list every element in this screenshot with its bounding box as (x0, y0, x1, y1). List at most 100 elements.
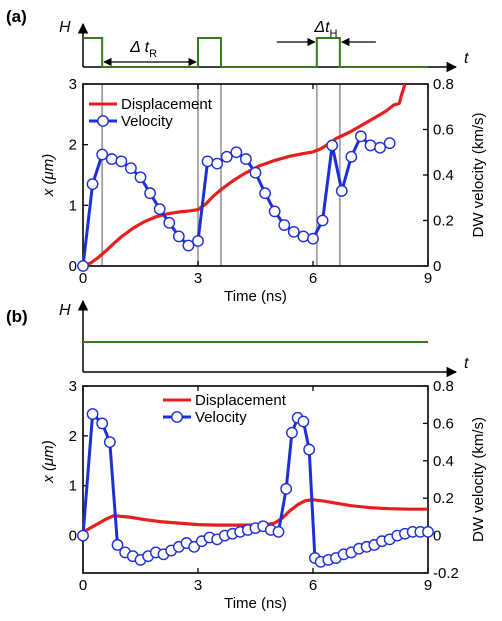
velocity-point (249, 166, 262, 179)
velocity-point (86, 178, 99, 191)
y-left-tick-label: 0 (69, 528, 77, 545)
velocity-point (182, 239, 195, 252)
velocity-point (272, 525, 285, 538)
displacement-line (82, 498, 428, 534)
velocity-point (326, 139, 339, 152)
field-h-symbol: H (59, 302, 71, 319)
velocity-point (278, 219, 291, 231)
velocity-point (422, 525, 434, 538)
y-right-axis-label: DW velocity (km/s) (470, 113, 487, 238)
x-tick-label: 6 (309, 270, 317, 287)
y-right-tick-label: 0.2 (433, 490, 454, 507)
y-left-tick-label: 3 (69, 76, 77, 93)
x-axis-label: Time (ns) (224, 288, 287, 305)
field-h-symbol: H (59, 19, 71, 36)
velocity-point (96, 148, 109, 161)
x-tick-label: 0 (79, 577, 87, 594)
velocity-point (111, 539, 124, 551)
x-tick-label: 3 (194, 270, 202, 287)
velocity-point (297, 415, 310, 428)
velocity-point (383, 137, 396, 150)
y-right-tick-label: 0.6 (433, 415, 454, 432)
panel-label: (b) (6, 307, 28, 326)
velocity-point (230, 146, 243, 159)
y-right-tick-label: 0 (433, 258, 441, 275)
velocity-point (125, 162, 137, 175)
y-right-tick-label: 0.6 (433, 122, 454, 139)
y-right-tick-label: -0.2 (433, 565, 459, 582)
velocity-point (286, 426, 298, 439)
y-left-tick-label: 3 (69, 378, 77, 395)
x-axis-label: Time (ns) (224, 595, 287, 612)
y-left-tick-label: 2 (69, 428, 77, 445)
plot-frame (82, 385, 429, 574)
field-subplot: Ht (59, 299, 469, 378)
x-tick-label: 9 (424, 270, 432, 287)
velocity-point (144, 187, 156, 200)
y-left-axis-label: x (μm) (40, 440, 57, 483)
y-right-tick-label: 0.4 (433, 167, 454, 184)
velocity-point (105, 153, 118, 165)
velocity-point (364, 139, 377, 152)
y-left-tick-label: 2 (69, 137, 77, 154)
velocity-point (77, 260, 89, 272)
main-plot: 0 3 6 9 Time (ns) 0 1 2 3 0 0.2 0.4 0.6 0.8 x (μm) DW v… (40, 76, 487, 305)
field-t-symbol: t (464, 50, 469, 67)
velocity-point (316, 214, 329, 227)
velocity-point (220, 150, 233, 163)
velocity-point (297, 230, 310, 243)
field-pulse-waveform (83, 37, 428, 68)
x-tick-label: 3 (194, 577, 202, 594)
velocity-point (280, 482, 293, 495)
y-left-tick-label: 1 (69, 478, 77, 495)
velocity-point (86, 408, 99, 420)
panel-label: (a) (6, 7, 27, 26)
legend-velocity-marker (171, 411, 183, 423)
y-right-tick-label: 0.8 (433, 378, 454, 395)
legend-velocity-marker (97, 115, 109, 127)
velocity-point (163, 216, 176, 229)
legend-velocity-label: Velocity (195, 409, 247, 426)
x-tick-label: 9 (424, 577, 432, 594)
legend-displacement-label: Displacement (195, 392, 287, 409)
y-left-tick-label: 1 (69, 197, 77, 214)
x-tick-label: 6 (309, 577, 317, 594)
y-right-tick-label: 0 (433, 528, 441, 545)
velocity-point (172, 230, 185, 243)
velocity-point (303, 443, 316, 456)
velocity-point (77, 529, 89, 542)
y-right-tick-label: 0.4 (433, 453, 454, 470)
velocity-point (115, 155, 128, 168)
velocity-point (240, 153, 252, 165)
velocity-point (96, 417, 109, 430)
velocity-point (211, 157, 224, 170)
velocity-point (153, 203, 166, 216)
legend-displacement-label: Displacement (121, 96, 213, 113)
delta-tR-label: Δ tR (129, 39, 157, 60)
velocity-point (192, 235, 204, 247)
y-right-axis-label: DW velocity (km/s) (470, 417, 487, 542)
legend-velocity-label: Velocity (121, 113, 173, 130)
velocity-point (134, 171, 147, 184)
panel-b: (b) Ht 0 3 6 9 Time (ns) 0 1 2 3 -0.2 0 0.2 0.4 0.6 0.8 x… (6, 299, 487, 612)
displacement-line (82, 83, 407, 268)
velocity-point (201, 155, 214, 168)
velocity-point (259, 187, 271, 200)
y-left-tick-label: 0 (69, 258, 77, 275)
velocity-point (287, 225, 300, 238)
velocity-point (307, 232, 319, 245)
field-subplot: Ht Δ tR ΔtH (59, 19, 469, 73)
y-right-tick-label: 0.2 (433, 213, 454, 230)
field-t-symbol: t (464, 355, 469, 372)
main-plot: 0 3 6 9 Time (ns) 0 1 2 3 -0.2 0 0.2 0.4 0.6 0.8 x (μm)… (40, 378, 487, 612)
y-left-axis-label: x (μm) (40, 154, 57, 197)
y-right-tick-label: 0.8 (433, 76, 454, 93)
velocity-point (374, 141, 386, 154)
velocity-point (103, 436, 116, 448)
velocity-point (268, 205, 281, 218)
velocity-point (345, 150, 358, 163)
velocity-point (355, 130, 367, 143)
velocity-point (335, 185, 348, 197)
